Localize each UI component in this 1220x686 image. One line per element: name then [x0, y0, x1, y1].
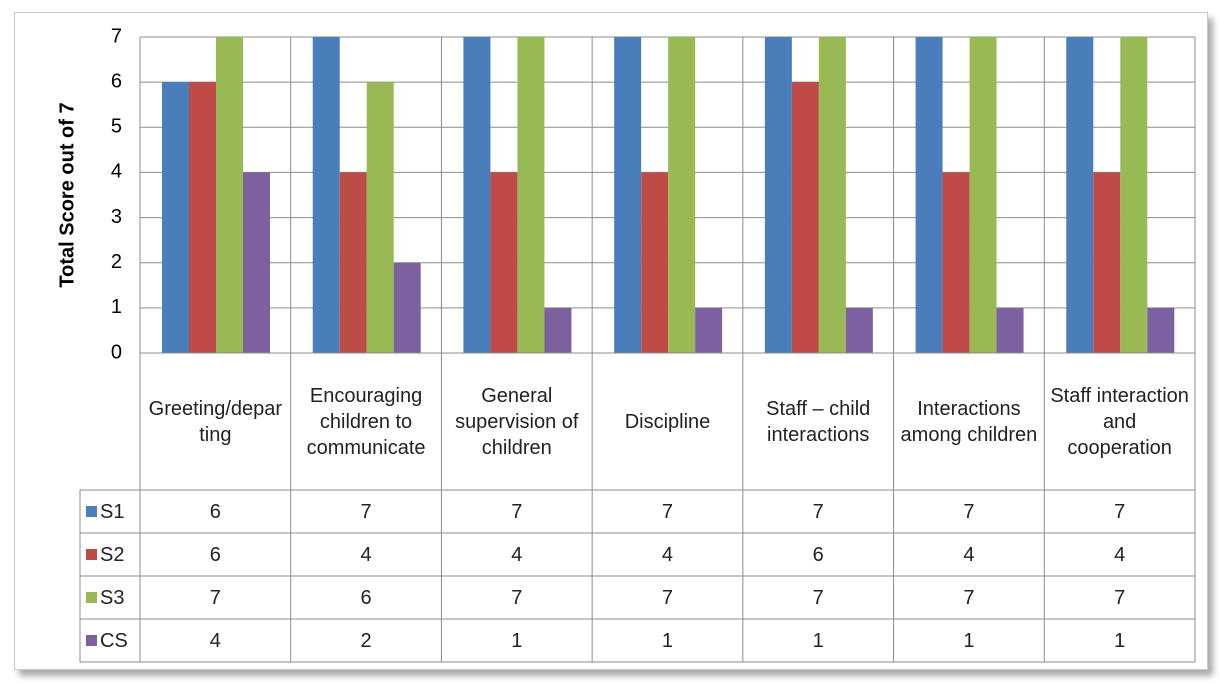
y-tick-label: 6	[111, 70, 122, 92]
table-value: 2	[360, 629, 372, 652]
table-value: 7	[812, 586, 824, 609]
table-value: 1	[963, 629, 975, 652]
bar	[1120, 37, 1148, 353]
x-tick-label: Encouraging children to communicate	[306, 384, 426, 459]
x-tick-label: Greeting/departing	[148, 397, 283, 446]
table-value: 7	[1114, 500, 1126, 523]
x-tick-label: Staff interaction and cooperation	[1050, 384, 1189, 459]
legend-item: S1	[80, 490, 140, 533]
legend-swatch	[86, 635, 97, 646]
table-value: 7	[963, 586, 975, 609]
bar	[1093, 172, 1121, 353]
bar	[216, 37, 243, 353]
table-value: 6	[209, 543, 221, 566]
table-value: 7	[511, 586, 523, 609]
x-tick-label: General supervision of children	[455, 384, 579, 459]
legend-label: CS	[100, 629, 128, 652]
bar	[668, 37, 696, 353]
y-tick-label: 1	[111, 296, 122, 318]
table-value: 7	[209, 586, 221, 609]
bar	[791, 82, 819, 354]
legend-swatch	[86, 506, 97, 517]
bar	[969, 37, 997, 353]
table-value: 1	[511, 629, 523, 652]
bar	[845, 307, 873, 353]
legend-swatch	[86, 549, 97, 560]
table-value: 4	[511, 543, 523, 566]
bar	[1147, 307, 1175, 353]
bar	[996, 307, 1024, 353]
bar	[1066, 37, 1094, 353]
y-tick-label: 3	[111, 206, 122, 228]
legend-label: S3	[100, 586, 125, 609]
table-value: 7	[360, 500, 372, 523]
x-tick-label: Interactions among children	[900, 397, 1038, 446]
bar	[641, 172, 669, 353]
bar	[695, 307, 723, 353]
table-value: 1	[812, 629, 824, 652]
bar	[243, 172, 270, 353]
bar	[162, 82, 189, 354]
y-axis-title: Total Score out of 7	[56, 102, 78, 287]
legend-item: CS	[80, 619, 140, 662]
y-tick-label: 2	[111, 251, 122, 273]
table-value: 4	[661, 543, 674, 566]
bar	[490, 172, 518, 353]
table-value: 1	[1114, 629, 1126, 652]
legend-item: S2	[80, 533, 140, 576]
table-value: 6	[209, 500, 221, 523]
table-value: 7	[511, 500, 523, 523]
table-value: 7	[963, 500, 975, 523]
x-tick-label: Staff – child interactions	[766, 397, 871, 446]
bar	[614, 37, 642, 353]
table-value: 1	[661, 629, 674, 652]
bar	[393, 262, 421, 353]
bar	[544, 307, 572, 353]
bar	[189, 82, 216, 354]
table-value: 7	[812, 500, 824, 523]
legend-item: S3	[80, 576, 140, 619]
y-tick-label: 7	[111, 25, 122, 47]
y-tick-label: 0	[111, 341, 122, 363]
legend-swatch	[86, 592, 97, 603]
table-value: 7	[661, 500, 674, 523]
bar	[463, 37, 491, 353]
bar	[339, 172, 367, 353]
bar	[942, 172, 970, 353]
table-value: 4	[360, 543, 372, 566]
bar	[517, 37, 545, 353]
table-value: 4	[1114, 543, 1126, 566]
table-value: 6	[360, 586, 372, 609]
y-tick-label: 4	[111, 161, 122, 183]
table-value: 7	[1114, 586, 1126, 609]
table-value: 4	[963, 543, 975, 566]
legend-label: S2	[100, 543, 125, 566]
bar	[915, 37, 943, 353]
table-value: 7	[661, 586, 674, 609]
bar	[312, 37, 340, 353]
bar	[818, 37, 846, 353]
x-tick-label: Discipline	[624, 410, 711, 433]
legend-label: S1	[100, 500, 125, 523]
bar	[366, 82, 394, 354]
bar	[764, 37, 792, 353]
table-value: 4	[209, 629, 221, 652]
table-value: 6	[812, 543, 824, 566]
y-tick-label: 5	[111, 116, 122, 138]
